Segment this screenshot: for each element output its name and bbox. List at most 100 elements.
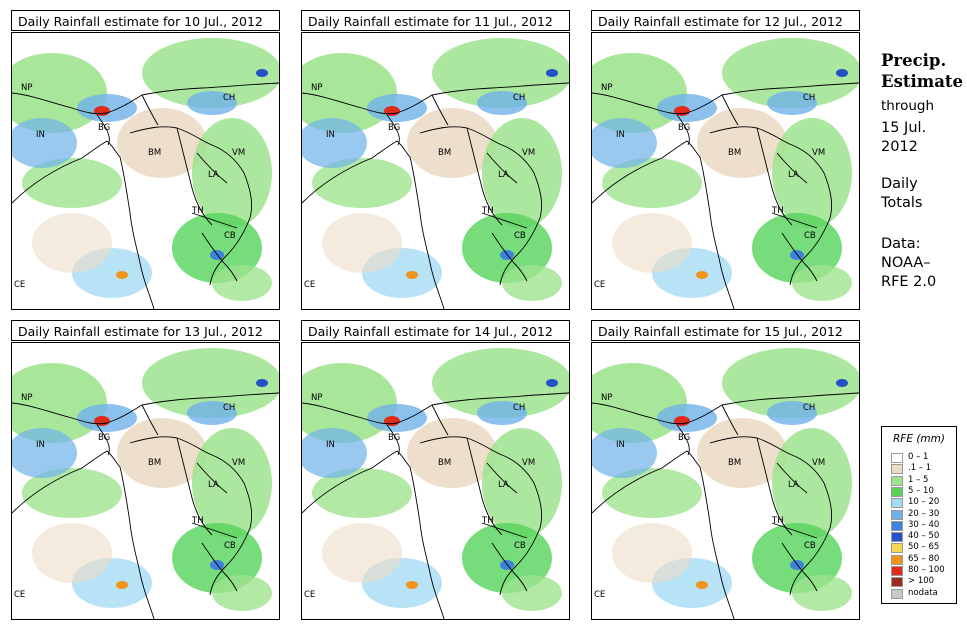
legend-label: 80 – 100 bbox=[908, 565, 945, 575]
legend-label: 50 – 65 bbox=[908, 542, 940, 553]
label-vm: VM bbox=[522, 458, 535, 468]
label-ce: CE bbox=[14, 280, 25, 290]
label-vm: VM bbox=[522, 148, 535, 158]
legend-label: 20 – 30 bbox=[908, 508, 940, 519]
label-cb: CB bbox=[804, 231, 816, 241]
legend-swatch bbox=[891, 464, 903, 475]
label-cb: CB bbox=[514, 541, 526, 551]
legend-label: 1 – 5 bbox=[908, 474, 929, 485]
label-bg: BG bbox=[98, 433, 110, 443]
daily-line: Daily bbox=[881, 176, 918, 192]
rainfall-field bbox=[302, 38, 569, 301]
label-ce: CE bbox=[14, 590, 25, 600]
rainfall-map: NP IN BG CH BM VM LA TH CB CE bbox=[301, 342, 570, 620]
label-ch: CH bbox=[223, 403, 235, 413]
rainfall-field bbox=[592, 38, 859, 301]
label-bm: BM bbox=[148, 458, 161, 468]
panel-11-jul: Daily Rainfall estimate for 11 Jul., 201… bbox=[301, 10, 572, 314]
label-in: IN bbox=[36, 440, 45, 450]
label-np: NP bbox=[601, 83, 612, 93]
label-bg: BG bbox=[98, 123, 110, 133]
label-cb: CB bbox=[224, 231, 236, 241]
country-borders bbox=[302, 392, 569, 619]
panel-15-jul: Daily Rainfall estimate for 15 Jul., 201… bbox=[591, 320, 862, 624]
label-bm: BM bbox=[148, 148, 161, 158]
label-th: TH bbox=[481, 206, 494, 216]
label-vm: VM bbox=[812, 148, 825, 158]
label-ce: CE bbox=[594, 590, 605, 600]
label-la: LA bbox=[208, 170, 219, 180]
legend-swatch bbox=[891, 566, 903, 576]
rainfall-field bbox=[12, 348, 279, 611]
data-source: Data: NOAA– RFE 2.0 bbox=[881, 235, 936, 292]
label-np: NP bbox=[21, 83, 32, 93]
legend-swatch bbox=[891, 453, 903, 463]
panel-14-jul: Daily Rainfall estimate for 14 Jul., 201… bbox=[301, 320, 572, 624]
rainfall-map-svg: NP IN BG CH BM VM LA TH CB CE bbox=[12, 33, 279, 309]
rainfall-map: NP IN BG CH BM VM LA TH CB CE bbox=[11, 32, 280, 310]
label-bm: BM bbox=[438, 148, 451, 158]
legend-label: 40 – 50 bbox=[908, 531, 940, 542]
label-bg: BG bbox=[388, 123, 400, 133]
legend-swatch bbox=[891, 520, 903, 531]
legend-label: 65 – 80 bbox=[908, 553, 940, 564]
legend-label: .1 – 1 bbox=[908, 463, 932, 474]
data-line2: NOAA– bbox=[881, 255, 931, 271]
legend-label: 0 – 1 bbox=[908, 452, 929, 462]
rainfall-field bbox=[302, 348, 569, 611]
label-in: IN bbox=[326, 130, 335, 140]
side-heading: Precip. Estimate bbox=[881, 50, 963, 92]
legend-title: RFE (mm) bbox=[893, 433, 945, 445]
country-borders bbox=[592, 82, 859, 309]
rainfall-map: NP IN BG CH BM VM LA TH CB CE bbox=[591, 342, 860, 620]
rainfall-field bbox=[12, 38, 279, 301]
label-ch: CH bbox=[803, 93, 815, 103]
legend-swatch bbox=[891, 588, 903, 599]
legend-swatch bbox=[891, 486, 903, 497]
through-label: through bbox=[881, 98, 935, 114]
legend-label: > 100 bbox=[908, 576, 935, 587]
label-cb: CB bbox=[514, 231, 526, 241]
label-cb: CB bbox=[224, 541, 236, 551]
country-borders bbox=[12, 392, 279, 619]
label-th: TH bbox=[191, 206, 204, 216]
label-vm: VM bbox=[232, 148, 245, 158]
panel-title: Daily Rainfall estimate for 14 Jul., 201… bbox=[301, 320, 570, 341]
precip-label: Precip. bbox=[881, 51, 947, 70]
label-la: LA bbox=[788, 170, 799, 180]
label-in: IN bbox=[616, 440, 625, 450]
rainfall-map-svg: NP IN BG CH BM VM LA TH CB CE bbox=[12, 343, 279, 619]
rainfall-map: NP IN BG CH BM VM LA TH CB CE bbox=[301, 32, 570, 310]
label-in: IN bbox=[36, 130, 45, 140]
legend-label: 10 – 20 bbox=[908, 497, 940, 508]
estimate-label: Estimate bbox=[881, 72, 964, 91]
label-la: LA bbox=[788, 480, 799, 490]
rainfall-map-svg: NP IN BG CH BM VM LA TH CB CE bbox=[302, 343, 569, 619]
legend-label: nodata bbox=[908, 587, 938, 598]
legend-label: 5 – 10 bbox=[908, 485, 934, 496]
legend-swatch bbox=[891, 475, 903, 486]
label-ce: CE bbox=[304, 590, 315, 600]
label-ce: CE bbox=[594, 280, 605, 290]
end-date: 15 Jul. 2012 bbox=[881, 119, 926, 157]
totals-line: Totals bbox=[881, 195, 923, 211]
label-vm: VM bbox=[812, 458, 825, 468]
label-np: NP bbox=[311, 393, 322, 403]
panel-title: Daily Rainfall estimate for 11 Jul., 201… bbox=[301, 10, 570, 31]
label-in: IN bbox=[616, 130, 625, 140]
panel-title: Daily Rainfall estimate for 13 Jul., 201… bbox=[11, 320, 280, 341]
legend-swatch bbox=[891, 509, 903, 520]
label-th: TH bbox=[191, 516, 204, 526]
rainfall-map: NP IN BG CH BM VM LA TH CB CE bbox=[591, 32, 860, 310]
label-vm: VM bbox=[232, 458, 245, 468]
label-th: TH bbox=[481, 516, 494, 526]
end-date-line2: 2012 bbox=[881, 139, 918, 155]
panel-10-jul: Daily Rainfall estimate for 10 Jul., 201… bbox=[11, 10, 282, 314]
label-ch: CH bbox=[513, 403, 525, 413]
legend-swatch bbox=[891, 532, 903, 543]
label-ch: CH bbox=[513, 93, 525, 103]
legend-swatch bbox=[891, 543, 903, 554]
label-np: NP bbox=[21, 393, 32, 403]
rainfall-map-svg: NP IN BG CH BM VM LA TH CB CE bbox=[592, 33, 859, 309]
